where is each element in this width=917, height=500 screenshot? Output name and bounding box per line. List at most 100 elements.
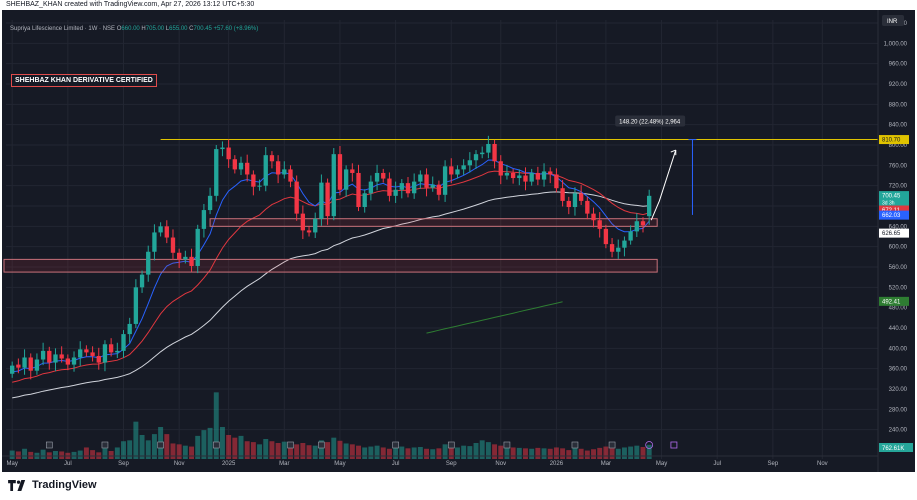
candle-body	[455, 169, 460, 175]
time-tick-label: May	[334, 461, 345, 467]
volume-bar	[510, 447, 516, 459]
candle-body	[430, 184, 435, 188]
volume-bar	[133, 421, 139, 459]
candle-body	[449, 166, 454, 175]
volume-bar	[454, 447, 460, 459]
candle	[65, 354, 71, 371]
candle-body	[634, 221, 639, 232]
price-tick-label: 280.00	[889, 407, 908, 413]
legend-close: C700.45	[189, 26, 213, 32]
volume-bar	[306, 445, 312, 459]
candle-body	[585, 200, 590, 214]
candle-body	[343, 169, 349, 190]
legend-change: +57.60 (+8.96%)	[213, 26, 259, 32]
legend-low-label: L	[165, 26, 170, 32]
candle-body	[102, 344, 108, 363]
chart-area[interactable]: 148.20 (22.48%) 2,964 240.00 280.00 320.00 3…	[2, 10, 915, 472]
time-tick-label: Sep	[768, 461, 779, 467]
volume-bar	[628, 446, 634, 459]
candle	[275, 155, 281, 184]
volume-bar	[275, 443, 281, 459]
tradingview-brand[interactable]: TradingView	[8, 479, 97, 491]
candle-body	[40, 350, 46, 360]
ema-mid-line	[12, 170, 650, 383]
candle-body	[572, 193, 578, 208]
legend-high-label: H	[141, 26, 146, 32]
volume-bar	[213, 392, 219, 459]
candle	[350, 163, 355, 182]
candle	[603, 224, 609, 249]
candle	[374, 164, 380, 191]
candle-body	[16, 364, 21, 368]
price-axis: 240.00 280.00 320.00 360.00 400.00 440.00 480.…	[877, 10, 915, 472]
volume-bar	[343, 443, 349, 459]
volume-bar	[71, 451, 77, 459]
candle	[59, 346, 64, 363]
candle	[294, 175, 299, 221]
candle	[269, 151, 275, 169]
price-tick-label: 800.00	[889, 143, 908, 149]
candle-body	[356, 172, 361, 208]
candle-body	[331, 154, 336, 217]
measure-label-bg	[615, 115, 686, 127]
candle-body	[647, 195, 652, 217]
time-tick-label: Nov	[495, 461, 506, 467]
candle	[90, 346, 95, 362]
candle	[473, 150, 479, 169]
candle-body	[504, 172, 510, 176]
demand-zone-upper	[209, 218, 658, 227]
volume-bar	[238, 435, 244, 459]
candle-body	[108, 344, 114, 353]
volume-bar	[566, 450, 572, 459]
candle-body	[554, 174, 559, 189]
candle	[78, 341, 83, 367]
earnings-marker	[503, 441, 511, 449]
candle-body	[164, 226, 169, 238]
volume-bar	[430, 449, 436, 459]
volume-bar	[195, 435, 201, 459]
candle	[529, 168, 534, 186]
candle	[523, 167, 528, 191]
candle-body	[374, 172, 380, 182]
candle	[381, 168, 386, 183]
volume-bar	[609, 448, 615, 459]
candle	[152, 224, 157, 261]
candle-body	[622, 240, 627, 248]
candle	[572, 187, 578, 216]
ema-fast-price-tag-text: 662.03	[882, 213, 901, 219]
candle-body	[405, 183, 411, 194]
candle-body	[597, 220, 602, 229]
volume-bar	[436, 448, 442, 459]
volume-bar	[189, 446, 195, 459]
candles	[10, 135, 652, 380]
candle-body	[71, 357, 77, 365]
candle	[257, 179, 262, 191]
volume-bar	[411, 447, 417, 459]
candle	[578, 185, 584, 205]
price-tick-label: 640.00	[889, 224, 908, 230]
volume-bar	[560, 448, 566, 459]
volume-bar	[553, 447, 559, 459]
candle	[640, 217, 646, 233]
earnings-marker	[447, 441, 455, 449]
price-chart[interactable]: 148.20 (22.48%) 2,964 240.00 280.00 320.00 3…	[2, 10, 915, 472]
volume-bar	[288, 446, 293, 459]
earnings-marker	[45, 441, 53, 449]
candle-body	[387, 178, 392, 196]
time-tick-label: Nov	[817, 461, 828, 467]
candle	[84, 345, 89, 357]
price-tick-label: 1,000.00	[884, 41, 908, 47]
candle-body	[442, 166, 448, 195]
candle-body	[436, 184, 442, 195]
candle	[399, 179, 404, 199]
symbol-legend: Supriya Lifescience Limited · 1W · NSE O…	[10, 26, 258, 32]
candle-body	[517, 175, 522, 179]
legend-low: L655.00	[166, 26, 189, 32]
ema-slow-line	[12, 191, 650, 399]
candle-body	[214, 149, 219, 196]
candle-body	[399, 183, 404, 190]
volume-bar	[300, 443, 306, 459]
candle	[22, 349, 27, 375]
candle-body	[96, 355, 101, 363]
volume-bar	[139, 435, 145, 459]
